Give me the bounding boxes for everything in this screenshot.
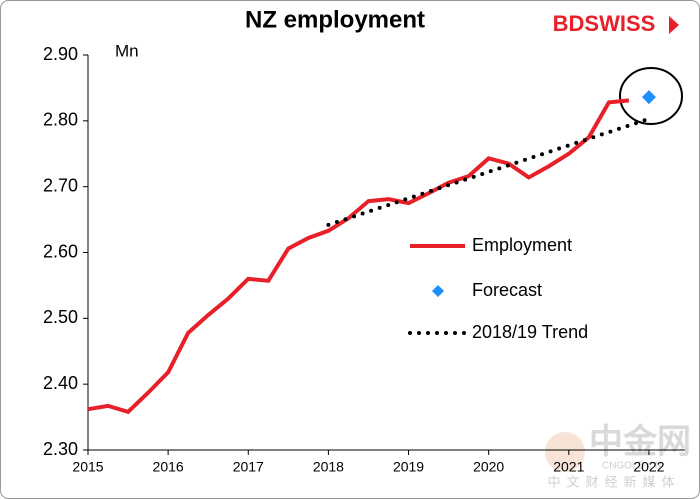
- y-tick-label: 2.70: [43, 175, 78, 195]
- x-tick-label: 2022: [633, 459, 664, 475]
- watermark: 中文财经新媒体: [547, 474, 680, 489]
- highlight-circle: [619, 67, 683, 125]
- brand-icon: [669, 16, 679, 34]
- y-tick-label: 2.80: [43, 110, 78, 130]
- watermark: 中金网: [589, 422, 691, 461]
- watermark-icon: [545, 432, 585, 472]
- legend-label: 2018/19 Trend: [472, 322, 588, 342]
- x-tick-label: 2015: [72, 459, 103, 475]
- watermark: CNGOLD.CN: [602, 461, 662, 472]
- x-tick-label: 2018: [313, 459, 344, 475]
- y-tick-label: 2.90: [43, 44, 78, 64]
- y-axis-label: Mn: [115, 41, 139, 60]
- y-tick-label: 2.50: [43, 307, 78, 327]
- legend-label: Employment: [472, 235, 572, 255]
- y-tick-label: 2.30: [43, 439, 78, 459]
- legend-label: Forecast: [472, 280, 542, 300]
- legend-marker: [432, 285, 444, 297]
- data-line: [87, 98, 630, 415]
- y-tick-label: 2.60: [43, 241, 78, 261]
- brand-logo: BDSWISS: [553, 11, 656, 36]
- x-tick-label: 2021: [553, 459, 584, 475]
- x-tick-label: 2020: [473, 459, 504, 475]
- chart-title: NZ employment: [245, 6, 425, 33]
- x-tick-label: 2019: [393, 459, 424, 475]
- x-tick-label: 2016: [153, 459, 184, 475]
- x-tick-label: 2017: [233, 459, 264, 475]
- forecast-marker: [641, 90, 656, 105]
- y-tick-label: 2.40: [43, 373, 78, 393]
